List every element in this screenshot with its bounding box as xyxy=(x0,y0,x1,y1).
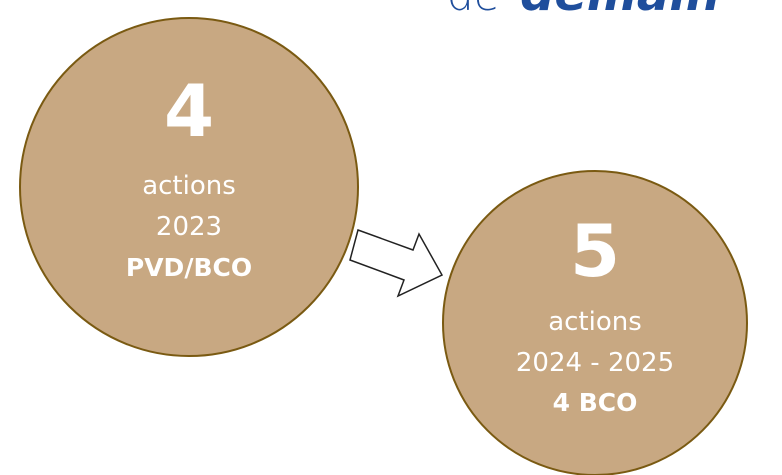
node-scope: 4 BCO xyxy=(553,388,638,417)
node-period: 2024 - 2025 xyxy=(516,348,674,378)
node-period: 2023 xyxy=(156,212,222,242)
header-brand: demain xyxy=(520,0,720,22)
arrow xyxy=(349,229,444,298)
header-prefix: de xyxy=(447,0,500,20)
node-number: 4 xyxy=(164,69,214,153)
node-scope: PVD/BCO xyxy=(126,253,252,282)
node-label: actions xyxy=(142,171,236,201)
node-circle xyxy=(19,17,359,357)
node-number: 5 xyxy=(570,209,620,293)
node-label: actions xyxy=(548,307,642,337)
node-circle xyxy=(442,170,748,475)
